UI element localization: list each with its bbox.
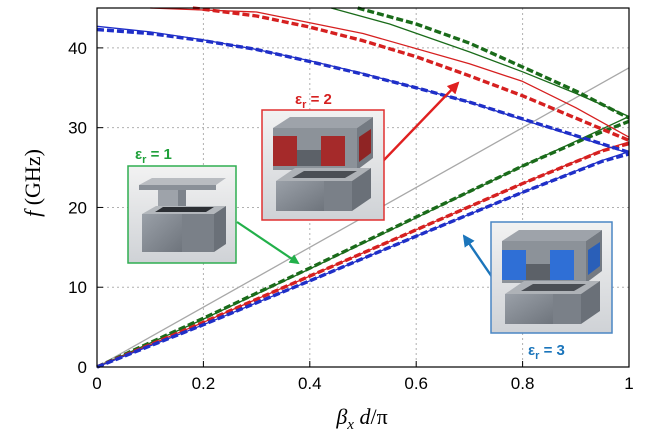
series-g2t (330, 7, 630, 118)
inset-eps3 (490, 221, 613, 334)
x-tick-label: 0.4 (298, 374, 322, 393)
dispersion-curves (96, 6, 630, 369)
x-axis-title: βx d/π (335, 404, 387, 433)
series-r2d (192, 6, 630, 142)
y-axis-title: f (GHz) (20, 149, 45, 217)
label-eps3: εr = 3 (528, 342, 565, 362)
series-r2t (150, 7, 630, 138)
series-r1d (96, 141, 630, 369)
inset-eps1 (127, 165, 237, 264)
y-tick-label: 40 (68, 39, 87, 58)
x-tick-label: 0.8 (511, 374, 535, 393)
x-tick-label: 0.2 (192, 374, 216, 393)
series-b1d (96, 152, 630, 369)
x-tick-label: 0.6 (404, 374, 428, 393)
inset-eps2 (261, 109, 385, 221)
y-tick-label: 0 (78, 358, 87, 377)
label-eps1: εr = 1 (135, 146, 172, 166)
x-tick-label: 1 (624, 374, 633, 393)
arrow-eps1 (236, 221, 300, 265)
series-b2d (96, 27, 630, 155)
plot-frame (96, 7, 630, 368)
label-eps2: εr = 2 (295, 91, 332, 111)
y-tick-label: 30 (68, 119, 87, 138)
y-tick-label: 10 (68, 278, 87, 297)
x-tick-label: 0 (92, 374, 101, 393)
series-g2d (357, 6, 630, 120)
y-tick-label: 20 (68, 198, 87, 217)
